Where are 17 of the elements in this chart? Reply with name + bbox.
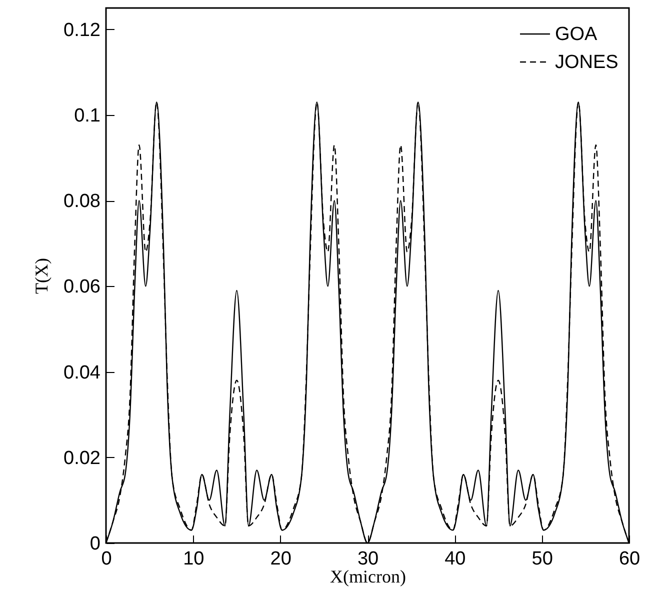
- y-tick-label: 0.04: [64, 362, 101, 384]
- x-tick-label: 40: [444, 548, 466, 570]
- x-axis-title: X(micron): [330, 566, 406, 586]
- y-axis-title: T(X): [32, 258, 52, 294]
- y-tick-label: 0.02: [64, 448, 100, 469]
- x-tick-label: 50: [532, 548, 553, 570]
- y-tick-label: 0.1: [74, 106, 100, 126]
- y-tick-label: 0.12: [64, 20, 100, 41]
- y-tick-label: 0.08: [64, 191, 100, 212]
- x-tick-label: 20: [270, 548, 292, 570]
- x-tick-label: 30: [357, 548, 379, 570]
- y-tick-label: 0: [90, 534, 100, 554]
- y-tick-label: 0.06: [64, 276, 100, 298]
- x-tick-label: 10: [183, 548, 204, 570]
- legend-label: JONES: [555, 52, 618, 73]
- legend-label: GOA: [555, 24, 598, 45]
- x-tick-label: 60: [618, 548, 640, 570]
